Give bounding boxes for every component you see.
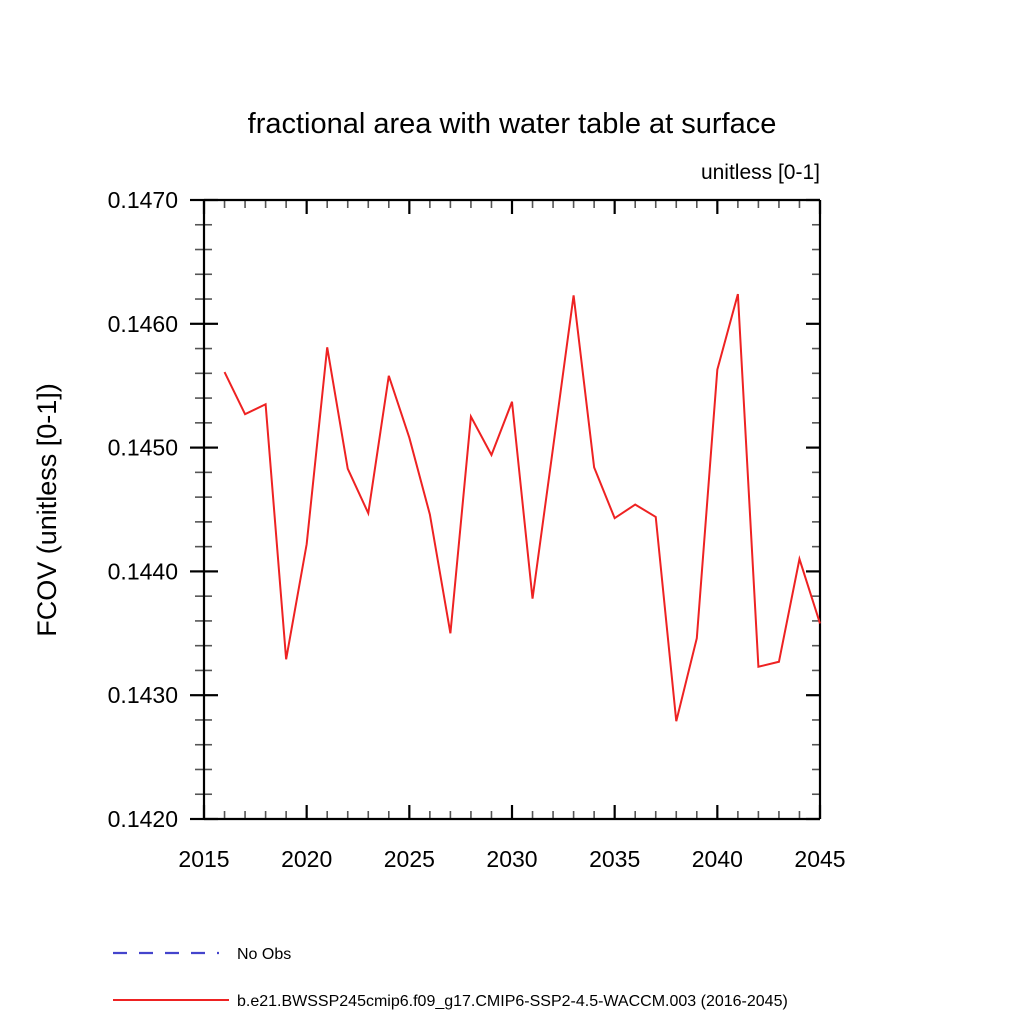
tick-labels: 2015 2020 2025 2030 2035 2040 2045 0.1420 0.1430… bbox=[108, 187, 846, 872]
x-tick-label: 2035 bbox=[589, 846, 640, 872]
y-tick-label: 0.1430 bbox=[108, 682, 178, 708]
x-tick-label: 2025 bbox=[384, 846, 435, 872]
x-tick-label: 2020 bbox=[281, 846, 332, 872]
x-tick-label: 2045 bbox=[794, 846, 845, 872]
plot-frame bbox=[202, 198, 822, 821]
x-tick-label: 2030 bbox=[486, 846, 537, 872]
legend-label-model-run: b.e21.BWSSP245cmip6.f09_g17.CMIP6-SSP2-4… bbox=[237, 993, 788, 1010]
series-line-1 bbox=[223, 293, 821, 722]
chart-title: fractional area with water table at surf… bbox=[248, 108, 777, 140]
y-tick-label: 0.1420 bbox=[108, 806, 178, 832]
axis-ticks bbox=[190, 198, 822, 821]
y-tick-label: 0.1440 bbox=[108, 558, 178, 584]
y-tick-label: 0.1470 bbox=[108, 187, 178, 213]
y-tick-label: 0.1460 bbox=[108, 311, 178, 337]
y-axis-label: FCOV (unitless [0-1]) bbox=[32, 383, 62, 637]
x-tick-label: 2015 bbox=[178, 846, 229, 872]
y-tick-label: 0.1450 bbox=[108, 435, 178, 461]
x-tick-label: 2040 bbox=[692, 846, 743, 872]
data-series-group bbox=[223, 293, 821, 722]
legend-label-no-obs: No Obs bbox=[237, 946, 291, 963]
units-label: unitless [0-1] bbox=[701, 161, 820, 184]
chart-legend: No Obs b.e21.BWSSP245cmip6.f09_g17.CMIP6… bbox=[113, 946, 788, 1010]
